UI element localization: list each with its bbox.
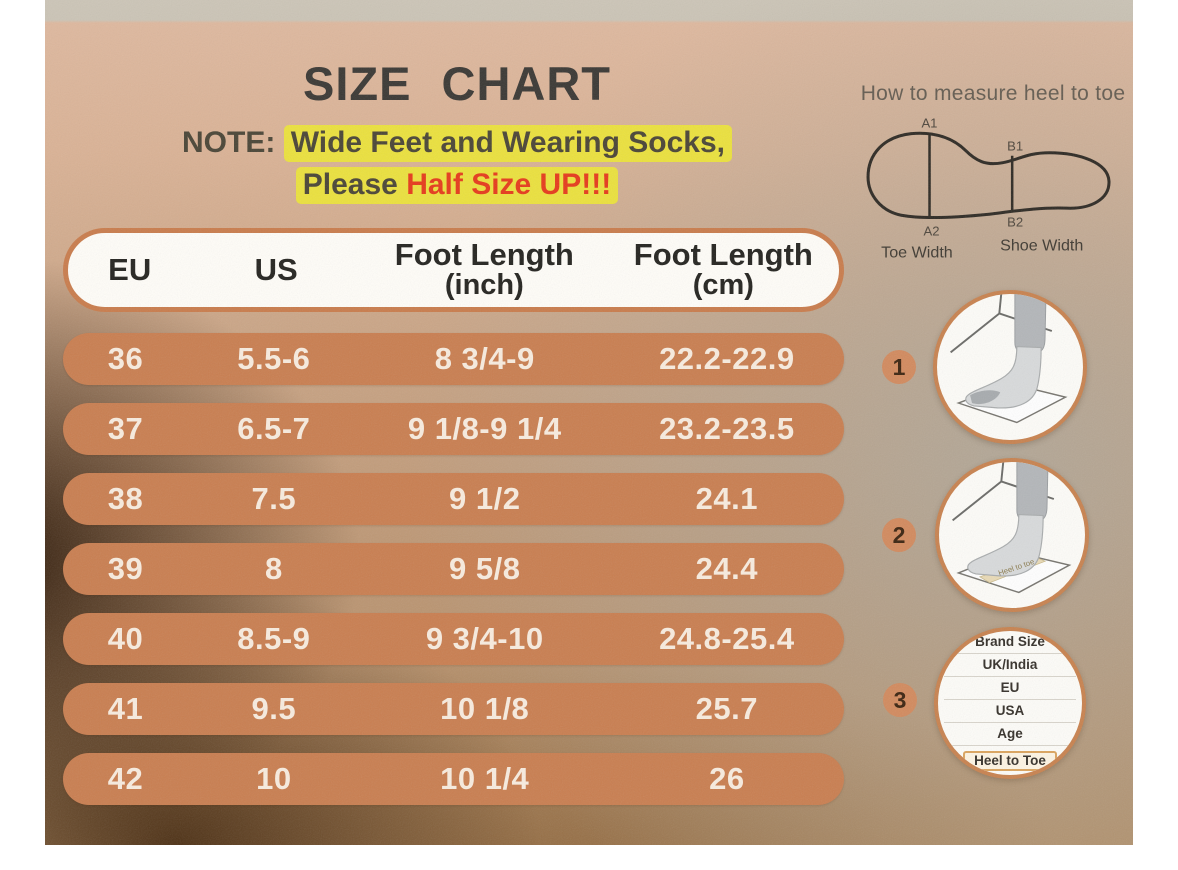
page-title: SIZE CHART <box>303 57 611 110</box>
photo-background: SIZE CHART NOTE: Wide Feet and Wearing S… <box>45 0 1133 845</box>
step-1-illustration <box>933 290 1087 444</box>
heel-to-toe-badge: Heel to Toe <box>963 751 1057 771</box>
step-3-size-label: Brand Size UK/India EU USA Age Heel to T… <box>934 627 1086 779</box>
table-row: 37 6.5-7 9 1/8-9 1/4 23.2-23.5 <box>63 403 844 455</box>
size-label-row: EU <box>944 677 1076 700</box>
size-label-row: UK/India <box>944 654 1076 677</box>
table-row: 41 9.5 10 1/8 25.7 <box>63 683 844 735</box>
measure-foot-wall-icon <box>950 294 1068 424</box>
label-b2: B2 <box>1007 214 1023 229</box>
table-row: 40 8.5-9 9 3/4-10 24.8-25.4 <box>63 613 844 665</box>
table-row: 42 10 10 1/4 26 <box>63 753 844 805</box>
size-table-body: 36 5.5-6 8 3/4-9 22.2-22.9 37 6.5-7 9 1/… <box>63 333 844 823</box>
step-2-badge: 2 <box>882 518 916 552</box>
size-label-row: Brand Size <box>944 631 1076 654</box>
size-label-row: Age <box>944 723 1076 746</box>
sole-outline <box>866 131 1111 219</box>
header-foot-length-cm: Foot Length (cm) <box>633 237 813 301</box>
note-half-size-up: Half Size UP!!! <box>406 168 612 201</box>
table-row: 38 7.5 9 1/2 24.1 <box>63 473 844 525</box>
header-us: US <box>254 252 298 287</box>
label-shoe-width: Shoe Width <box>1000 237 1083 255</box>
size-label-row: USA <box>944 700 1076 723</box>
note-highlight-1: Wide Feet and Wearing Socks, <box>283 125 732 162</box>
step-3-badge: 3 <box>883 683 917 717</box>
note-prefix: NOTE: <box>182 126 284 159</box>
label-b1: B1 <box>1007 139 1023 154</box>
header-foot-length-inch: Foot Length (inch) <box>394 237 574 301</box>
measure-heel-to-toe-icon: Heel to toe <box>952 462 1072 594</box>
sole-diagram: A1 A2 B1 B2 Toe Width Shoe Width <box>866 116 1111 262</box>
table-row: 39 8 9 5/8 24.4 <box>63 543 844 595</box>
size-label-row-heel-to-toe: Heel to Toe <box>944 746 1076 775</box>
step-1-badge: 1 <box>882 350 916 384</box>
header-eu: EU <box>108 252 152 287</box>
note-please: Please <box>302 168 407 201</box>
step-2-illustration: Heel to toe <box>935 458 1089 612</box>
label-a2: A2 <box>923 223 939 238</box>
note-line-2: Please Half Size UP!!! <box>107 166 807 204</box>
size-table-header: EU US Foot Length (inch) Foot Length (cm… <box>63 228 844 312</box>
measure-guide-heading: How to measure heel to toe <box>860 82 1126 105</box>
label-a1: A1 <box>921 116 937 131</box>
label-toe-width: Toe Width <box>881 244 953 262</box>
table-row: 36 5.5-6 8 3/4-9 22.2-22.9 <box>63 333 844 385</box>
size-label-list: Brand Size UK/India EU USA Age Heel to T… <box>938 631 1082 775</box>
note-line-1: NOTE: Wide Feet and Wearing Socks, <box>107 124 807 162</box>
note-highlight-2: Please Half Size UP!!! <box>295 167 619 204</box>
